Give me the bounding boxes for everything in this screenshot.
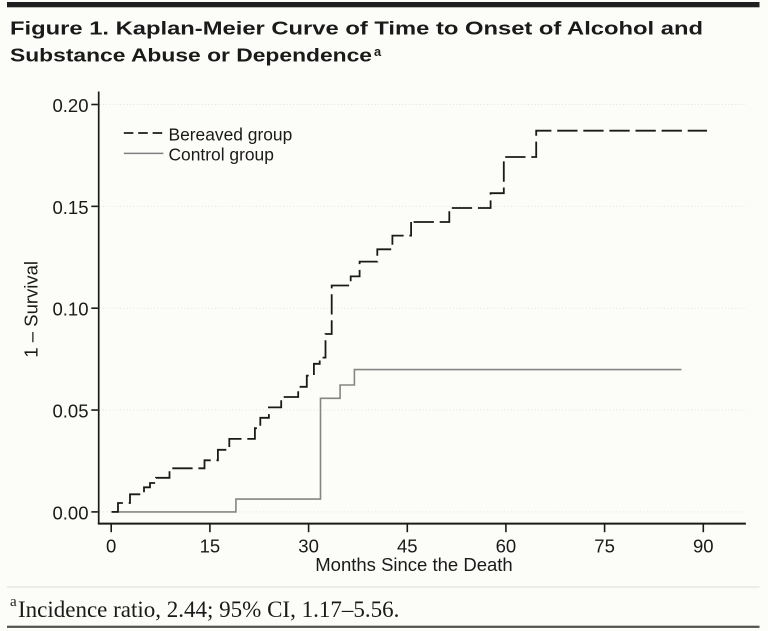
svg-text:Figure 1. Kaplan-Meier Curve o: Figure 1. Kaplan-Meier Curve of Time to …	[10, 18, 703, 39]
svg-text:a: a	[374, 44, 382, 59]
svg-text:0.10: 0.10	[52, 299, 88, 320]
svg-text:0: 0	[106, 536, 116, 557]
svg-text:75: 75	[594, 536, 615, 557]
svg-text:45: 45	[397, 536, 418, 557]
svg-text:0.15: 0.15	[52, 197, 88, 218]
svg-text:60: 60	[496, 536, 517, 557]
svg-text:Incidence ratio, 2.44; 95% CI,: Incidence ratio, 2.44; 95% CI, 1.17–5.56…	[18, 597, 399, 622]
svg-text:90: 90	[693, 536, 714, 557]
svg-text:a: a	[10, 594, 17, 610]
svg-text:1 – Survival: 1 – Survival	[21, 261, 42, 358]
svg-text:Control group: Control group	[169, 145, 274, 165]
svg-text:30: 30	[298, 536, 319, 557]
svg-text:15: 15	[200, 536, 221, 557]
svg-text:Substance Abuse or Dependence: Substance Abuse or Dependence	[10, 45, 372, 66]
svg-text:0.00: 0.00	[52, 502, 88, 523]
svg-text:0.05: 0.05	[52, 401, 88, 422]
svg-text:Months Since the Death: Months Since the Death	[315, 554, 512, 575]
svg-text:0.20: 0.20	[52, 95, 88, 116]
svg-text:Bereaved group: Bereaved group	[169, 125, 293, 145]
